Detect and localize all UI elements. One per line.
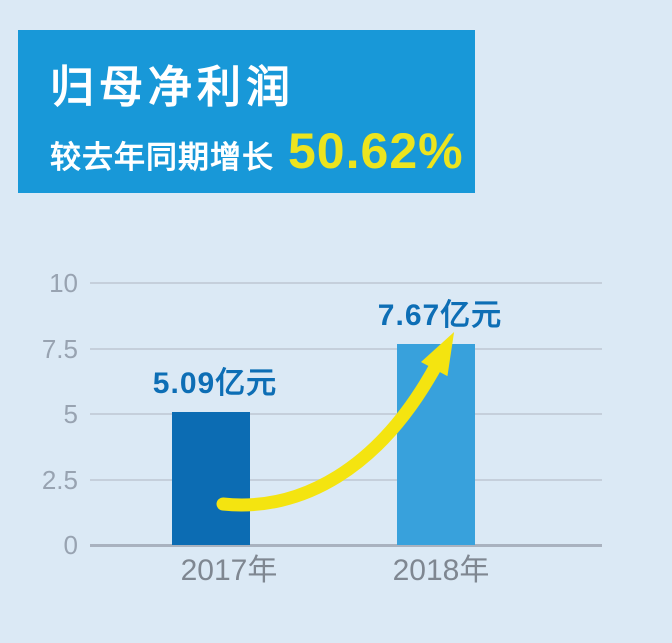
growth-subtitle: 较去年同期增长 50.62% (50, 122, 475, 180)
y-tick-label: 5 (63, 399, 78, 429)
y-tick-label: 7.5 (41, 333, 78, 364)
x-tick-label: 2018年 (392, 554, 490, 587)
gridline (90, 413, 602, 415)
gridline (90, 282, 602, 284)
bar-2017年 (172, 411, 250, 545)
page-title: 归母净利润 (50, 63, 295, 112)
y-tick-label: 10 (49, 268, 78, 298)
growth-caption: 较去年同期增长 (50, 140, 274, 175)
header-card: 归母净利润 较去年同期增长 50.62% (18, 30, 475, 193)
x-tick-label: 2017年 (180, 554, 278, 587)
gridline (90, 347, 602, 350)
gridline (90, 478, 602, 481)
y-tick-label: 2.5 (41, 464, 78, 495)
bar-2018年 (397, 344, 475, 545)
x-axis-line (90, 544, 602, 547)
bar-value-label: 7.67亿元 (377, 299, 503, 333)
growth-percentage: 50.62% (288, 123, 464, 179)
bar-value-label: 5.09亿元 (152, 366, 278, 400)
y-tick-label: 0 (63, 530, 78, 560)
